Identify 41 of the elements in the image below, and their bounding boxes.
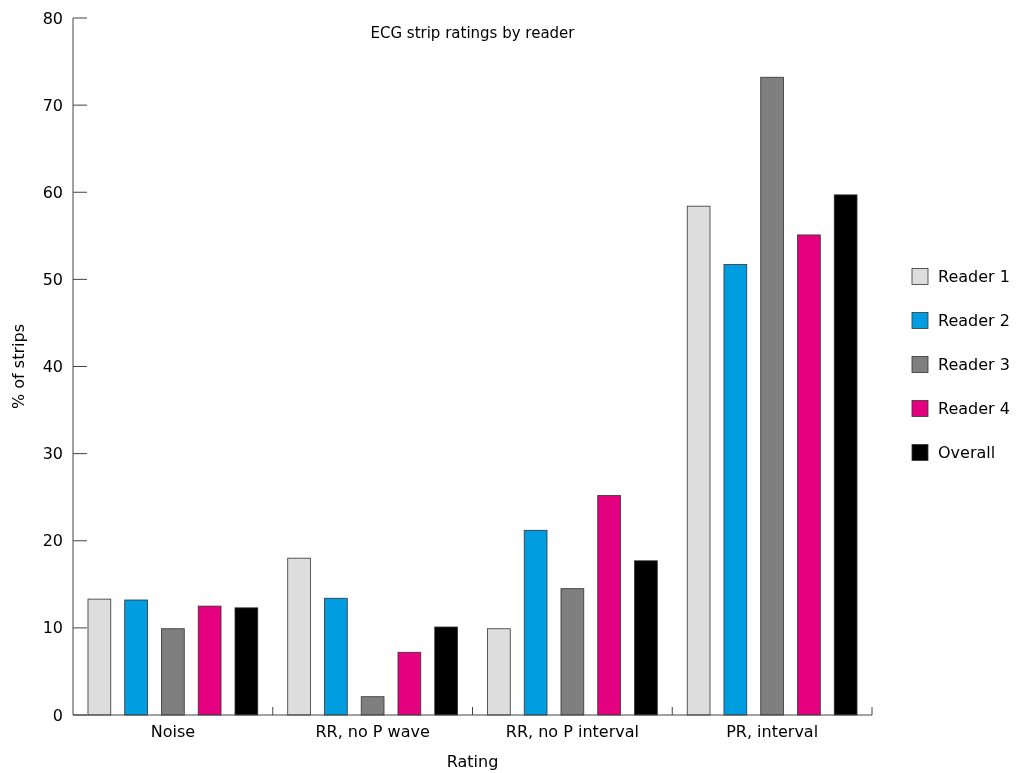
x-tick-label: Noise [150,722,196,741]
y-tick-label: 20 [42,531,63,551]
y-tick-label: 30 [42,444,63,464]
bar [124,599,148,716]
bar [197,605,222,716]
y-axis-title: % of strips [9,324,28,409]
bar [597,495,621,716]
bar [723,264,748,716]
x-tick-label: RR, no P interval [505,722,639,741]
bar [560,588,585,716]
y-tick-label: 10 [42,618,63,638]
bar [487,628,511,716]
y-tick-label: 0 [52,705,63,725]
bar [434,626,458,716]
bar [287,557,311,716]
bar [797,234,821,716]
bar [360,696,385,716]
bar [87,598,112,716]
bar [634,560,658,716]
chart-title: ECG strip ratings by reader [370,24,576,42]
bar [234,607,259,716]
y-tick-label: 80 [42,8,63,28]
legend-label: Reader 3 [938,355,1010,375]
legend-label: Overall [938,443,996,463]
y-tick-label: 50 [42,269,63,289]
legend-label: Reader 1 [938,267,1010,287]
x-axis-title: Rating [446,752,499,771]
bar [760,76,784,716]
bar [523,529,548,716]
bar [833,194,858,716]
x-tick-label: RR, no P wave [315,722,430,741]
legend-label: Reader 2 [938,311,1010,331]
y-tick-label: 40 [42,357,63,377]
y-tick-label: 70 [42,95,63,115]
bar [161,628,185,716]
legend-label: Reader 4 [938,399,1010,419]
y-tick-label: 60 [42,182,63,202]
bar [397,651,422,716]
bar [324,597,348,716]
x-tick-label: PR, interval [726,722,819,741]
bar [686,205,711,716]
